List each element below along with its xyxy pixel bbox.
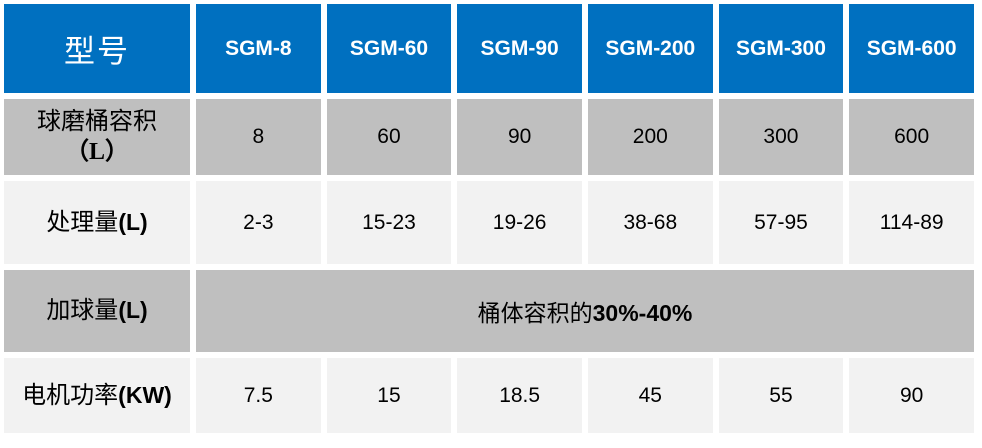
row-motor-power: 电机功率(KW) 7.5 15 18.5 45 55 90: [4, 358, 974, 433]
span-cell-text: 桶体容积的: [477, 301, 593, 326]
header-cell-sgm-90: SGM-90: [457, 4, 582, 93]
row-label-barrel-capacity: 球磨桶容积 （L）: [4, 99, 190, 175]
spec-table: 型号 SGM-8 SGM-60 SGM-90 SGM-200 SGM-300 S…: [4, 4, 974, 433]
header-cell-sgm-60: SGM-60: [326, 4, 452, 93]
row-barrel-capacity: 球磨桶容积 （L） 8 60 90 200 300 600: [4, 99, 974, 175]
header-cell-sgm-200: SGM-200: [587, 4, 713, 93]
span-cell-bold-text: 30%-40%: [592, 300, 693, 326]
row-handling-volume: 处理量(L) 2-3 15-23 19-26 38-68 57-95 114-8…: [4, 181, 974, 264]
value-cell: 300: [718, 99, 844, 175]
value-cell: 38-68: [587, 181, 713, 264]
value-cell: 55: [718, 358, 844, 433]
value-cell: 57-95: [718, 181, 844, 264]
row-label-unit: (KW): [118, 381, 172, 408]
value-cell: 90: [849, 358, 974, 433]
header-cell-sgm-300: SGM-300: [718, 4, 844, 93]
value-cell: 7.5: [196, 358, 321, 433]
row-label-unit: （L）: [64, 139, 129, 165]
row-label-handling-volume: 处理量(L): [4, 181, 190, 264]
row-ball-charge: 加球量(L) 桶体容积的30%-40%: [4, 270, 974, 352]
table-header-row: 型号 SGM-8 SGM-60 SGM-90 SGM-200 SGM-300 S…: [4, 4, 974, 93]
header-cell-model: 型号: [4, 4, 190, 93]
value-cell: 114-89: [849, 181, 974, 264]
row-label-motor-power: 电机功率(KW): [4, 358, 190, 433]
value-cell: 8: [196, 99, 321, 175]
value-cell: 45: [587, 358, 713, 433]
row-label-unit: (L): [118, 208, 148, 235]
header-cell-sgm-8: SGM-8: [196, 4, 321, 93]
row-label-text: 电机功率: [22, 382, 119, 409]
header-cell-sgm-600: SGM-600: [849, 4, 974, 93]
row-label-text: 处理量: [46, 209, 119, 236]
row-label-ball-charge: 加球量(L): [4, 270, 190, 352]
value-cell: 2-3: [196, 181, 321, 264]
value-cell: 15: [326, 358, 452, 433]
value-cell: 19-26: [457, 181, 582, 264]
value-cell: 15-23: [326, 181, 452, 264]
value-cell: 200: [587, 99, 713, 175]
ball-charge-span-cell: 桶体容积的30%-40%: [196, 270, 974, 352]
value-cell: 600: [849, 99, 974, 175]
row-label-unit: (L): [118, 297, 148, 323]
value-cell: 60: [326, 99, 452, 175]
value-cell: 90: [457, 99, 582, 175]
row-label-text: 球磨桶容积: [37, 109, 157, 135]
row-label-text: 加球量: [46, 298, 119, 324]
value-cell: 18.5: [457, 358, 582, 433]
